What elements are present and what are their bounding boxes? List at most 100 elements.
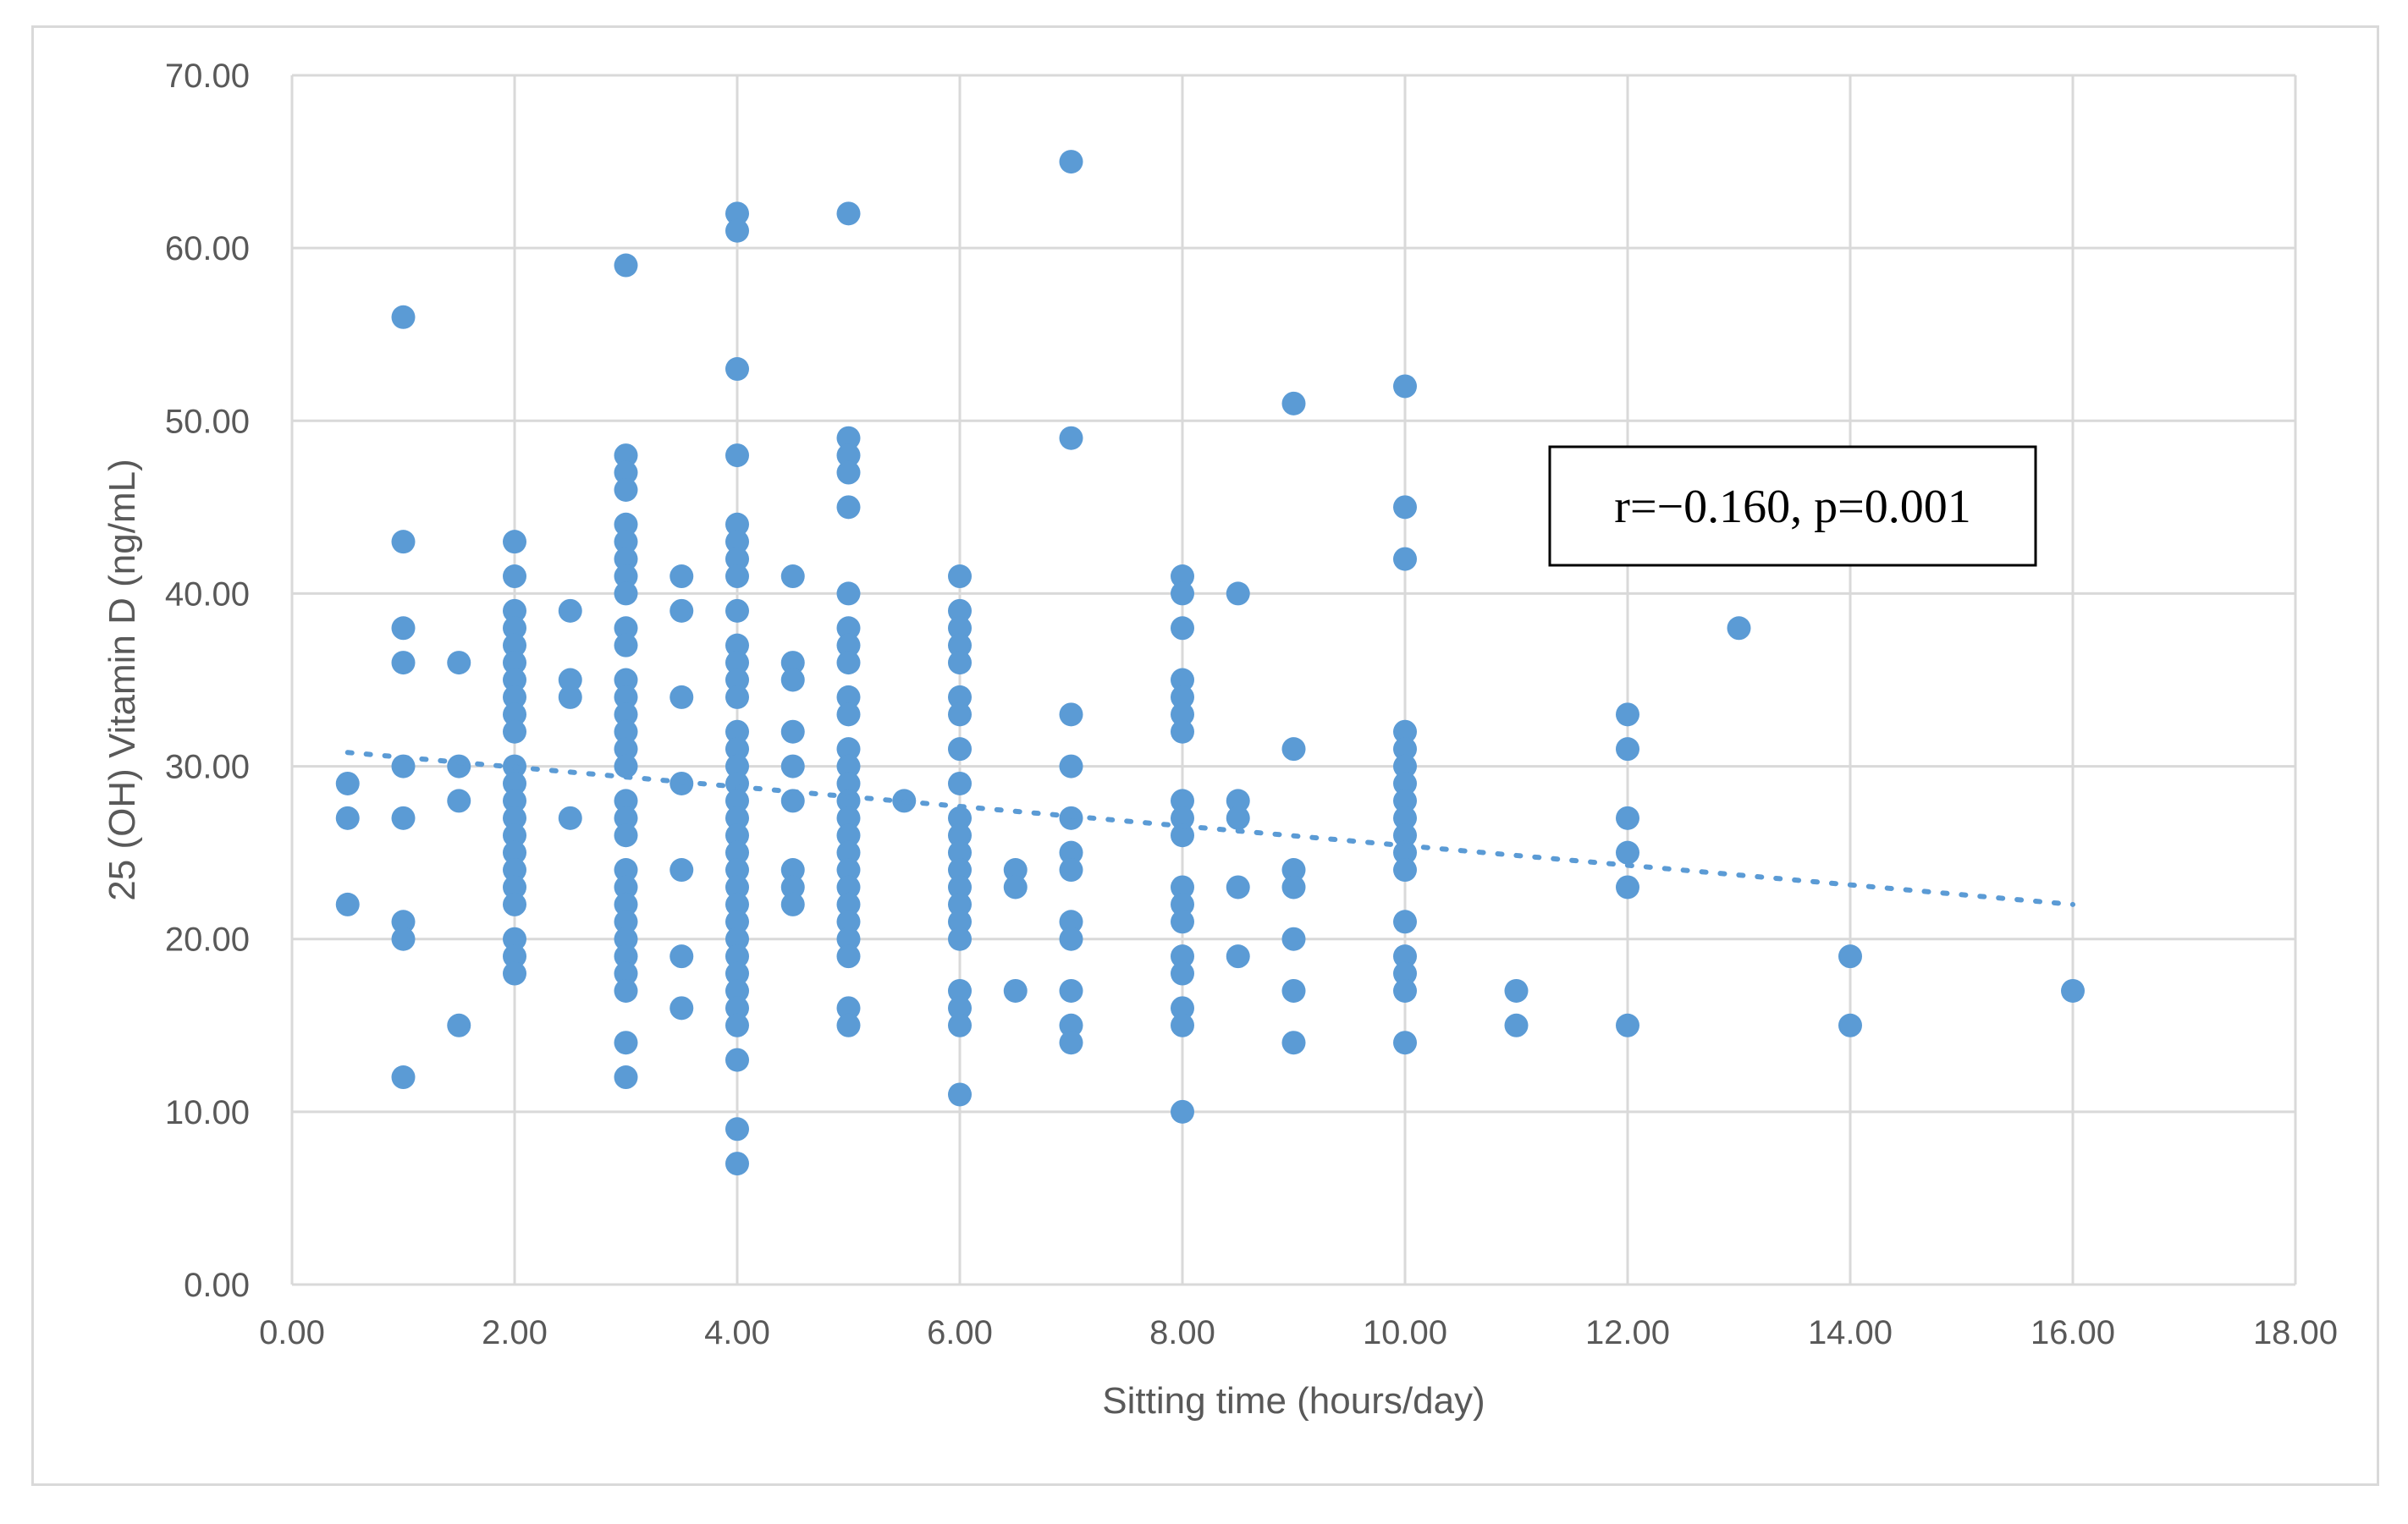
y-tick-labels: 0.00 10.00 20.00 30.00 40.00 50.00 60.00 70.00 [165, 58, 250, 1304]
data-point [391, 651, 416, 675]
data-point [503, 961, 526, 986]
data-point [391, 530, 416, 554]
data-point [725, 685, 749, 709]
data-point [725, 1152, 749, 1176]
data-point [725, 927, 749, 951]
data-point [1059, 910, 1083, 934]
data-point [836, 581, 861, 606]
x-tick-label: 18.00 [2253, 1314, 2338, 1351]
x-tick-label: 10.00 [1363, 1314, 1447, 1351]
x-axis-title: Sitting time (hours/day) [1102, 1380, 1485, 1422]
y-tick-label: 0.00 [184, 1267, 250, 1304]
data-point [1838, 944, 1862, 969]
data-point [836, 651, 861, 675]
data-point [725, 1013, 749, 1037]
data-point [1171, 789, 1194, 813]
data-point [391, 910, 416, 934]
y-tick-label: 10.00 [165, 1094, 250, 1131]
data-point [1281, 737, 1306, 762]
data-point [948, 978, 972, 1003]
data-point [836, 443, 861, 468]
data-point [836, 910, 861, 934]
data-point [447, 651, 471, 675]
data-point [1393, 754, 1417, 779]
x-tick-label: 14.00 [1808, 1314, 1893, 1351]
data-point [1171, 616, 1194, 641]
x-tick-label: 4.00 [704, 1314, 770, 1351]
data-point [1616, 840, 1639, 865]
data-points [335, 150, 2085, 1176]
data-point [335, 892, 360, 916]
data-point [1171, 1013, 1194, 1037]
data-point [725, 530, 749, 554]
data-point [1003, 858, 1028, 883]
data-point [948, 616, 972, 641]
data-point [948, 564, 972, 589]
data-point [503, 719, 526, 744]
data-point [503, 668, 526, 692]
data-point [503, 685, 526, 709]
data-point [725, 218, 749, 243]
data-point [725, 823, 749, 848]
data-point [614, 1031, 638, 1055]
data-point [1281, 1031, 1306, 1055]
data-point [1171, 823, 1194, 848]
data-point [725, 598, 749, 623]
data-point [1171, 685, 1194, 709]
data-point [1226, 875, 1250, 900]
data-point [1059, 1013, 1083, 1037]
data-point [447, 789, 471, 813]
x-tick-label: 16.00 [2031, 1314, 2115, 1351]
y-tick-label: 40.00 [165, 575, 250, 613]
annotation-box [1548, 445, 2037, 567]
x-tick-label: 8.00 [1149, 1314, 1215, 1351]
data-point [836, 996, 861, 1021]
data-point [948, 840, 972, 865]
data-point [836, 460, 861, 485]
data-point [780, 651, 805, 675]
data-point [836, 201, 861, 226]
data-point [836, 702, 861, 727]
data-point [836, 875, 861, 900]
data-point [503, 702, 526, 727]
correlation-annotation: r=−0.160, p=0.001 [1548, 445, 2037, 567]
data-point [780, 858, 805, 883]
data-point [1226, 789, 1250, 813]
x-tick-label: 6.00 [927, 1314, 993, 1351]
scatter-chart: 0.0010.0020.0030.0040.0050.0060.0070.00 … [102, 58, 2338, 1422]
data-point [780, 789, 805, 813]
data-point [1059, 150, 1083, 174]
annotation-text: r=−0.160, p=0.001 [1614, 481, 1970, 533]
data-point [1616, 702, 1639, 727]
data-point [614, 564, 638, 589]
data-point [614, 685, 638, 709]
data-point [780, 719, 805, 744]
data-point [503, 823, 526, 848]
data-point [1171, 806, 1194, 830]
data-point [725, 875, 749, 900]
data-point [614, 547, 638, 571]
data-point [614, 443, 638, 468]
data-point [558, 598, 582, 623]
data-point [503, 651, 526, 675]
data-point [836, 944, 861, 969]
data-point [391, 1065, 416, 1090]
data-point [503, 564, 526, 589]
data-point [1616, 1013, 1639, 1037]
data-point [614, 789, 638, 813]
data-point [948, 702, 972, 727]
data-point [1393, 495, 1417, 520]
data-point [948, 1082, 972, 1107]
data-point [1616, 806, 1639, 830]
data-point [948, 737, 972, 762]
data-point [670, 858, 694, 883]
data-point [948, 875, 972, 900]
data-point [725, 858, 749, 883]
data-point [1226, 581, 1250, 606]
data-point [503, 530, 526, 554]
data-point [725, 961, 749, 986]
data-point [391, 806, 416, 830]
data-point [948, 1013, 972, 1037]
data-point [614, 754, 638, 779]
data-point [725, 357, 749, 382]
